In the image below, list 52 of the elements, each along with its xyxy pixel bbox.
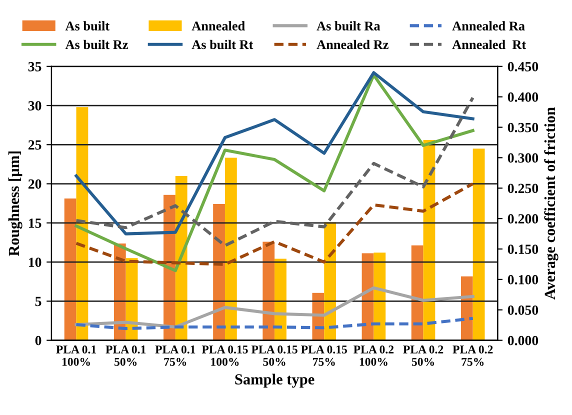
bar bbox=[262, 242, 275, 340]
y2-tick-label: 0.150 bbox=[508, 244, 538, 254]
x-tick-label: PLA 0.15 50% bbox=[251, 346, 298, 366]
legend-label: Annealed bbox=[192, 21, 245, 30]
x-tick-label: PLA 0.2 50% bbox=[403, 346, 444, 366]
line-series bbox=[74, 316, 474, 330]
y-tick-label: 35 bbox=[28, 62, 42, 72]
bar bbox=[411, 245, 424, 340]
x-tick-label: PLA 0.15 100% bbox=[202, 346, 248, 366]
x-tick-label: PLA 0.1 100% bbox=[56, 346, 96, 366]
y2-tick-label: 0.000 bbox=[508, 336, 538, 346]
x-tick-label: PLA 0.2 75% bbox=[452, 346, 493, 366]
legend-label: Annealed Ra bbox=[452, 21, 525, 30]
y-axis-title: Roughness [µm] bbox=[8, 151, 22, 256]
bar bbox=[374, 252, 386, 340]
y-tick-label: 10 bbox=[28, 258, 42, 267]
y-tick-label: 5 bbox=[35, 296, 42, 306]
y2-axis-title: Average coefficient of friction bbox=[544, 107, 558, 300]
y-tick-label: 15 bbox=[28, 218, 42, 228]
y2-tick-label: 0.250 bbox=[508, 184, 538, 194]
x-tick-label: PLA 0.2 100% bbox=[354, 346, 394, 366]
legend-label: As built bbox=[65, 21, 110, 30]
y2-tick-label: 0.050 bbox=[508, 305, 538, 315]
line-series bbox=[74, 96, 474, 248]
y2-tick-label: 0.450 bbox=[508, 62, 538, 72]
y2-tick-label: 0.200 bbox=[508, 214, 538, 224]
legend-label: Annealed Rz bbox=[316, 40, 388, 50]
bar bbox=[64, 198, 76, 340]
y-tick-label: 0 bbox=[35, 336, 42, 346]
x-tick-label: PLA 0.1 50% bbox=[106, 346, 146, 366]
y2-tick-label: 0.300 bbox=[508, 153, 538, 163]
legend-label: Annealed Rt bbox=[452, 40, 526, 50]
x-tick-label: PLA 0.1 75% bbox=[155, 346, 196, 366]
y2-tick-label: 0.100 bbox=[508, 275, 538, 284]
x-axis-title: Sample type bbox=[235, 374, 314, 388]
x-tick-label: PLA 0.15 75% bbox=[301, 346, 347, 366]
bar bbox=[213, 204, 225, 340]
legend-label: As built Rz bbox=[65, 40, 128, 50]
y2-tick-label: 0.350 bbox=[508, 122, 538, 132]
line-series bbox=[74, 71, 474, 236]
line-series bbox=[74, 182, 474, 266]
bar bbox=[224, 158, 237, 340]
bar bbox=[274, 258, 286, 340]
legend-label: As built Rt bbox=[192, 40, 254, 50]
y-tick-label: 20 bbox=[28, 179, 42, 189]
y2-tick-label: 0.400 bbox=[508, 92, 538, 102]
bar bbox=[472, 148, 485, 340]
legend-label: As built Ra bbox=[316, 21, 380, 30]
line-series bbox=[74, 73, 474, 272]
line-series bbox=[74, 286, 474, 329]
y-tick-label: 30 bbox=[28, 101, 42, 110]
y-tick-label: 25 bbox=[28, 140, 42, 150]
